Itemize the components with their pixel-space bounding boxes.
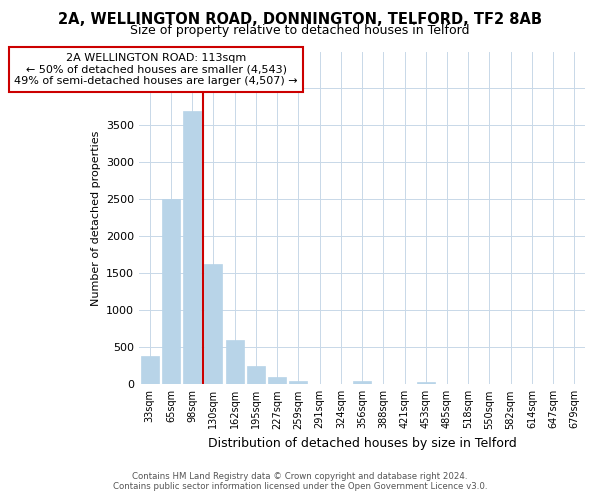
Bar: [353, 380, 371, 384]
Bar: [417, 382, 435, 384]
Bar: [289, 380, 307, 384]
Bar: [247, 366, 265, 384]
X-axis label: Distribution of detached houses by size in Telford: Distribution of detached houses by size …: [208, 437, 517, 450]
Text: 2A WELLINGTON ROAD: 113sqm
← 50% of detached houses are smaller (4,543)
49% of s: 2A WELLINGTON ROAD: 113sqm ← 50% of deta…: [14, 53, 298, 86]
Text: 2A, WELLINGTON ROAD, DONNINGTON, TELFORD, TF2 8AB: 2A, WELLINGTON ROAD, DONNINGTON, TELFORD…: [58, 12, 542, 28]
Text: Size of property relative to detached houses in Telford: Size of property relative to detached ho…: [130, 24, 470, 37]
Bar: [140, 356, 159, 384]
Y-axis label: Number of detached properties: Number of detached properties: [91, 130, 101, 306]
Bar: [162, 200, 180, 384]
Bar: [226, 340, 244, 384]
Bar: [205, 264, 223, 384]
Bar: [183, 110, 201, 384]
Bar: [268, 377, 286, 384]
Text: Contains HM Land Registry data © Crown copyright and database right 2024.
Contai: Contains HM Land Registry data © Crown c…: [113, 472, 487, 491]
